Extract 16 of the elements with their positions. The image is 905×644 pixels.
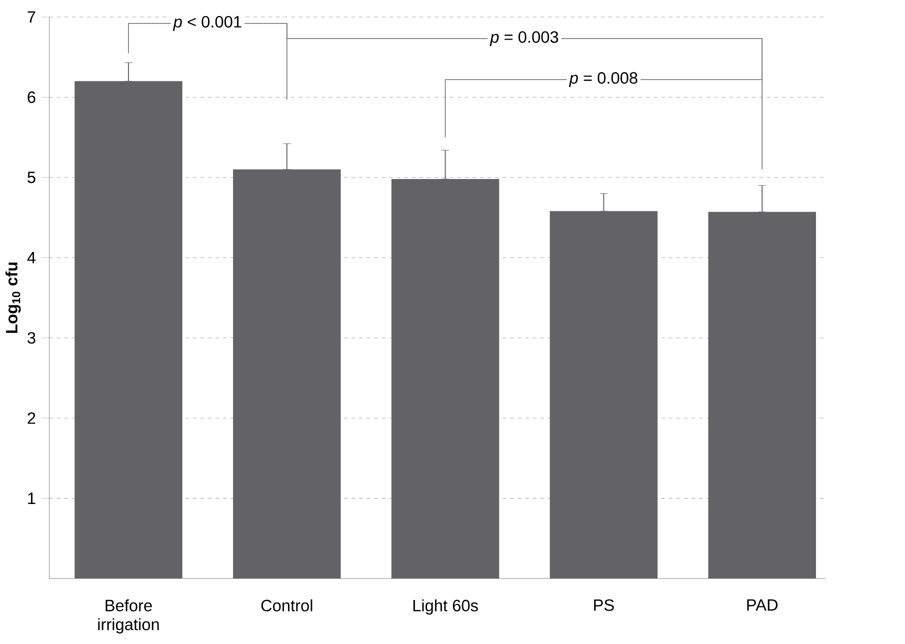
y-tick-label: 4 xyxy=(27,252,36,264)
y-tick-label: 2 xyxy=(28,412,36,424)
x-tick-label: Before irrigation xyxy=(98,599,159,634)
x-tick-label: Light 60s xyxy=(413,599,478,615)
y-tick-label: 7 xyxy=(28,11,36,23)
annotation: p < 0.001 xyxy=(172,16,242,31)
x-tick-label: Control xyxy=(261,599,312,612)
y-tick-label: 3 xyxy=(28,332,36,344)
x-tick-label: PAD xyxy=(747,599,778,611)
y-axis-title: Log$_{10}$ cfu xyxy=(5,262,21,333)
y-tick-label: 1 xyxy=(28,492,36,504)
x-tick-label: PS xyxy=(594,599,614,611)
annotation: p = 0.003 xyxy=(490,31,558,46)
annotation: p = 0.008 xyxy=(568,72,638,87)
y-tick-label: 6 xyxy=(28,91,36,104)
y-tick-label: 5 xyxy=(28,172,36,184)
